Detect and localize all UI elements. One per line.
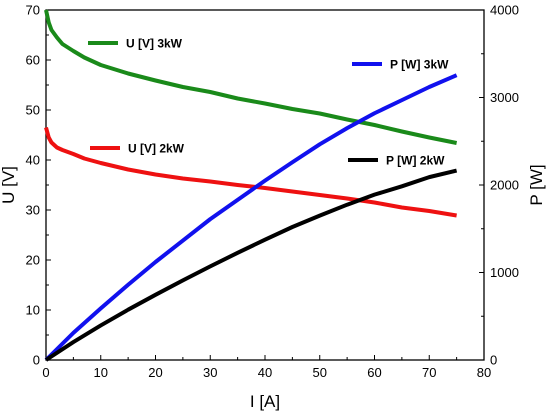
x-tick-label: 10 bbox=[94, 365, 108, 380]
legend-label-1: U [V] 2kW bbox=[128, 142, 185, 156]
x-tick-label: 0 bbox=[42, 365, 49, 380]
x-tick-label: 70 bbox=[422, 365, 436, 380]
y-left-tick-label: 50 bbox=[26, 103, 40, 118]
x-tick-label: 50 bbox=[313, 365, 327, 380]
y-left-tick-label: 40 bbox=[26, 153, 40, 168]
x-axis-title: I [A] bbox=[250, 392, 280, 411]
y-right-tick-label: 2000 bbox=[490, 178, 519, 193]
y-right-tick-label: 1000 bbox=[490, 265, 519, 280]
x-tick-label: 40 bbox=[258, 365, 272, 380]
y-left-axis-ticks: 0 10 20 30 40 50 60 70 bbox=[26, 3, 51, 368]
series-lines bbox=[44, 9, 458, 362]
y-left-tick-label: 20 bbox=[26, 253, 40, 268]
y-left-tick-label: 70 bbox=[26, 3, 40, 18]
x-axis-ticks: 0 10 20 30 40 50 60 70 80 bbox=[42, 355, 491, 380]
series-line-1 bbox=[44, 126, 457, 218]
series-line-2 bbox=[44, 73, 458, 362]
legend-label-0: U [V] 3kW bbox=[126, 37, 183, 51]
y-left-tick-label: 30 bbox=[26, 203, 40, 218]
x-tick-label: 30 bbox=[203, 365, 217, 380]
series-line-0 bbox=[44, 9, 458, 145]
y-right-tick-label: 3000 bbox=[490, 90, 519, 105]
x-tick-label: 60 bbox=[367, 365, 381, 380]
x-tick-label: 80 bbox=[477, 365, 491, 380]
y-right-axis-ticks: 0 1000 2000 3000 4000 bbox=[479, 3, 519, 368]
legend-label-2: P [W] 3kW bbox=[390, 58, 449, 72]
y-left-axis-title: U [V] bbox=[0, 166, 18, 204]
y-left-tick-label: 10 bbox=[26, 303, 40, 318]
y-left-tick-label: 0 bbox=[33, 353, 40, 368]
y-right-tick-label: 4000 bbox=[490, 3, 519, 18]
series-line-3 bbox=[44, 168, 458, 362]
y-right-axis-title: P [W] bbox=[527, 164, 546, 205]
y-right-tick-label: 0 bbox=[490, 353, 497, 368]
y-left-tick-label: 60 bbox=[26, 53, 40, 68]
x-tick-label: 20 bbox=[148, 365, 162, 380]
legend: U [V] 3kW U [V] 2kW P [W] 3kW P [W] 2kW bbox=[88, 37, 449, 168]
legend-label-3: P [W] 2kW bbox=[386, 154, 445, 168]
